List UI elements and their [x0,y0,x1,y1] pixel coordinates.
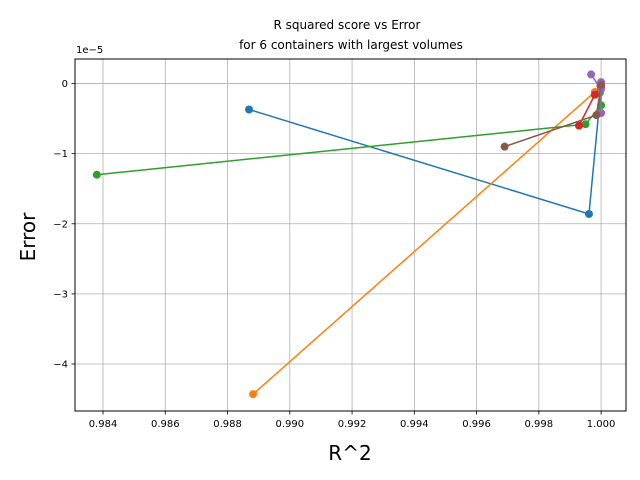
series-layer [92,70,606,399]
y-tick-label: −4 [53,360,68,371]
series-1-point [584,209,593,218]
chart-title-line-1: R squared score vs Error [274,18,421,32]
series-5-point [587,70,596,79]
series-3-point [92,170,101,179]
series-6-point [592,111,601,120]
series-1-point [245,105,254,114]
x-axis-label: R^2 [328,441,371,465]
x-tick-label: 1.000 [587,419,616,430]
series-6-point [597,80,606,89]
series-4-point [590,90,599,99]
plot-frame [74,58,627,412]
y-tick-label: −2 [53,219,68,230]
chart-title-line-2: for 6 containers with largest volumes [239,38,463,52]
x-tick-label: 0.988 [213,419,242,430]
series-2-point [249,390,258,399]
x-tick-label: 0.990 [275,419,304,430]
x-tick-label: 0.986 [151,419,180,430]
y-axis-label: Error [16,212,40,262]
axis-ticks: 0.984 0.986 0.988 0.990 0.992 0.994 0.996 0.998… [53,79,615,430]
series-6-point [500,142,509,151]
series-4-point [574,121,583,130]
y-exponent-label: 1e−5 [76,45,103,56]
x-tick-label: 0.984 [89,419,118,430]
y-tick-label: −3 [53,289,68,300]
x-tick-label: 0.998 [525,419,554,430]
grid-lines [75,59,626,411]
x-tick-label: 0.994 [400,419,429,430]
y-tick-label: −1 [53,149,68,160]
x-tick-label: 0.996 [462,419,491,430]
x-tick-label: 0.992 [338,419,367,430]
series-line-5 [590,74,602,113]
series-3-point [581,120,590,129]
y-tick-label: 0 [62,79,68,90]
